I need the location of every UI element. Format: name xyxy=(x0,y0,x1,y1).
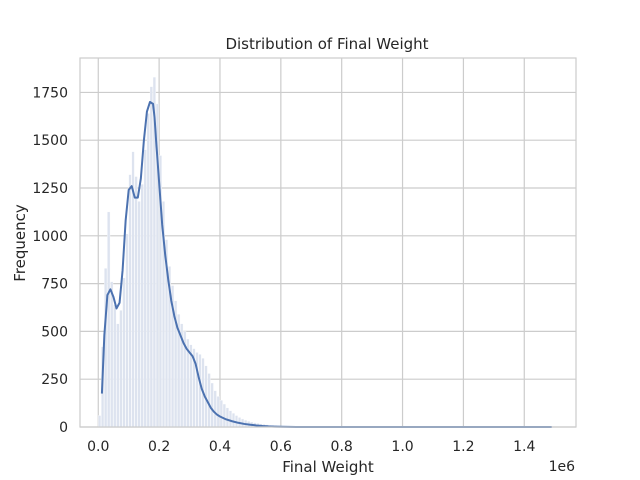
y-tick-label: 1750 xyxy=(32,85,68,101)
histogram-bars xyxy=(98,76,281,428)
histogram-bar xyxy=(149,86,153,428)
x-tick-label: 0.6 xyxy=(270,439,292,455)
histogram-bar xyxy=(140,184,144,428)
histogram-bar xyxy=(146,113,150,428)
histogram-bar xyxy=(225,407,229,428)
histogram-bar xyxy=(143,149,147,428)
histogram-bar xyxy=(198,354,202,428)
y-axis-label: Frequency xyxy=(11,204,29,282)
x-tick-labels: 0.0 0.2 0.4 0.6 0.8 1.0 1.2 1.4 xyxy=(87,439,535,455)
y-tick-label: 1500 xyxy=(32,133,68,149)
histogram-bar xyxy=(128,174,132,428)
histogram-bar xyxy=(125,233,129,428)
y-tick-label: 500 xyxy=(41,324,68,340)
x-tick-label: 1.0 xyxy=(391,439,413,455)
x-axis-label: Final Weight xyxy=(282,458,374,476)
histogram-bar xyxy=(207,373,211,428)
histogram-bar xyxy=(213,390,217,428)
histogram-bar xyxy=(98,415,102,428)
x-tick-label: 1.4 xyxy=(513,439,535,455)
histogram-bar xyxy=(216,396,220,428)
histogram-bar xyxy=(113,304,117,428)
y-tick-label: 250 xyxy=(41,372,68,388)
x-tick-label: 0.2 xyxy=(148,439,170,455)
chart-title: Distribution of Final Weight xyxy=(225,35,428,53)
histogram-bar xyxy=(210,382,214,428)
x-tick-label: 0.8 xyxy=(331,439,353,455)
histogram-bar xyxy=(222,403,226,428)
histogram-bar xyxy=(137,201,141,428)
histogram-bar xyxy=(107,211,111,428)
x-tick-label: 0.4 xyxy=(209,439,231,455)
histogram-bar xyxy=(116,323,120,428)
plot-frame xyxy=(79,57,577,428)
x-tick-label: 0.0 xyxy=(87,439,109,455)
y-tick-label: 1250 xyxy=(32,181,68,197)
y-tick-label: 1000 xyxy=(32,229,68,245)
histogram-bar xyxy=(219,400,223,428)
x-axis-offset-label: 1e6 xyxy=(549,459,576,475)
histogram-bar xyxy=(134,176,138,428)
y-tick-labels: 0 250 500 750 1000 1250 1500 1750 xyxy=(32,85,68,436)
histogram-bar xyxy=(231,413,235,428)
y-tick-label: 0 xyxy=(59,420,68,436)
x-tick-label: 1.2 xyxy=(452,439,474,455)
histogram-bar xyxy=(110,281,114,428)
histogram-bar xyxy=(228,410,232,428)
histogram-bar xyxy=(119,310,123,428)
histogram-bar xyxy=(189,344,193,428)
y-tick-label: 750 xyxy=(41,277,68,293)
histogram-bar xyxy=(122,277,126,428)
